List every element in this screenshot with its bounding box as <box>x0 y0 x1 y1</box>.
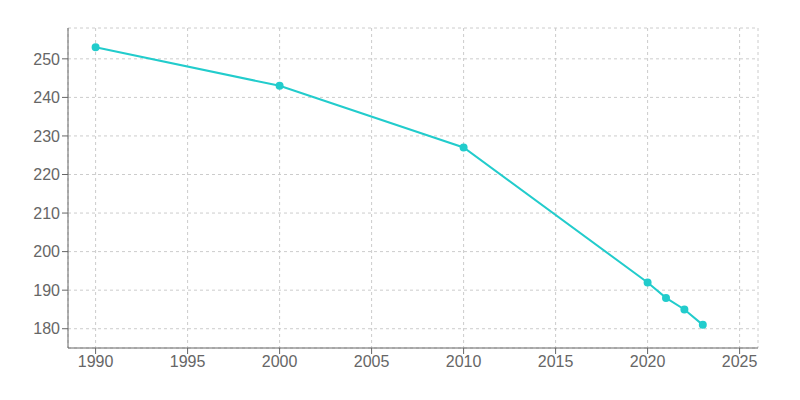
svg-text:200: 200 <box>33 243 60 260</box>
svg-text:2005: 2005 <box>354 353 390 370</box>
svg-text:210: 210 <box>33 205 60 222</box>
svg-text:2020: 2020 <box>630 353 666 370</box>
svg-text:1990: 1990 <box>78 353 114 370</box>
svg-text:2015: 2015 <box>538 353 574 370</box>
svg-text:2010: 2010 <box>446 353 482 370</box>
svg-text:180: 180 <box>33 320 60 337</box>
svg-text:1995: 1995 <box>170 353 206 370</box>
svg-text:250: 250 <box>33 51 60 68</box>
svg-text:220: 220 <box>33 166 60 183</box>
svg-text:2000: 2000 <box>262 353 298 370</box>
svg-text:240: 240 <box>33 89 60 106</box>
svg-text:230: 230 <box>33 128 60 145</box>
svg-text:190: 190 <box>33 282 60 299</box>
svg-text:2025: 2025 <box>722 353 758 370</box>
